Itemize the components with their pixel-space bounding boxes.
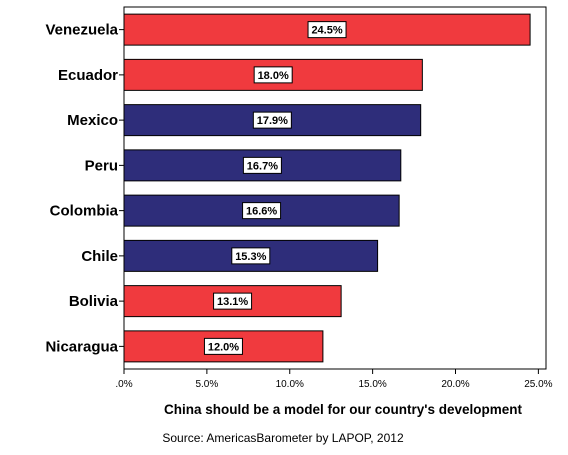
category-label: Chile [81,248,118,265]
x-tick-label: 15.0% [358,379,386,390]
data-label: 16.7% [247,160,278,172]
category-label: Bolivia [69,293,119,310]
data-label-box [242,202,282,220]
data-label-box [213,292,253,310]
data-label: 16.6% [246,206,277,218]
data-label: 15.3% [235,251,266,263]
data-label-box [253,66,293,84]
x-tick-label: 25.0% [524,379,552,390]
data-labels: 24.5% 18.0% 17.9% 16.7% 16.6% 15.3% 13.1% 12.0% [203,21,347,355]
category-label: Venezuela [45,22,118,39]
category-label: Ecuador [58,67,118,84]
source-note: Source: AmericasBarometer by LAPOP, 2012 [162,431,404,445]
x-tick-label: .0% [115,379,132,390]
data-label: 18.0% [258,70,289,82]
x-axis-title: China should be a model for our country'… [164,402,523,417]
category-label: Peru [85,157,118,174]
data-label: 24.5% [311,25,342,37]
category-labels: Venezuela Ecuador Mexico Peru Colombia Chile B… [45,22,124,355]
category-label: Mexico [67,112,118,129]
category-label: Nicaragua [45,338,118,355]
data-label-box [307,21,347,39]
data-label-box [231,247,271,265]
x-axis-ticks: .0% 5.0% 10.0% 15.0% 20.0% 25.0% [115,369,553,390]
x-tick-label: 5.0% [195,379,218,390]
x-tick-label: 10.0% [276,379,304,390]
data-label: 13.1% [217,296,248,308]
category-label: Colombia [50,203,119,220]
data-label: 12.0% [208,341,239,353]
data-label-box [203,337,243,355]
x-tick-label: 20.0% [441,379,469,390]
data-label-box [242,156,282,174]
data-label: 17.9% [257,115,288,127]
bars-group [123,13,531,363]
data-label-box [252,111,292,129]
